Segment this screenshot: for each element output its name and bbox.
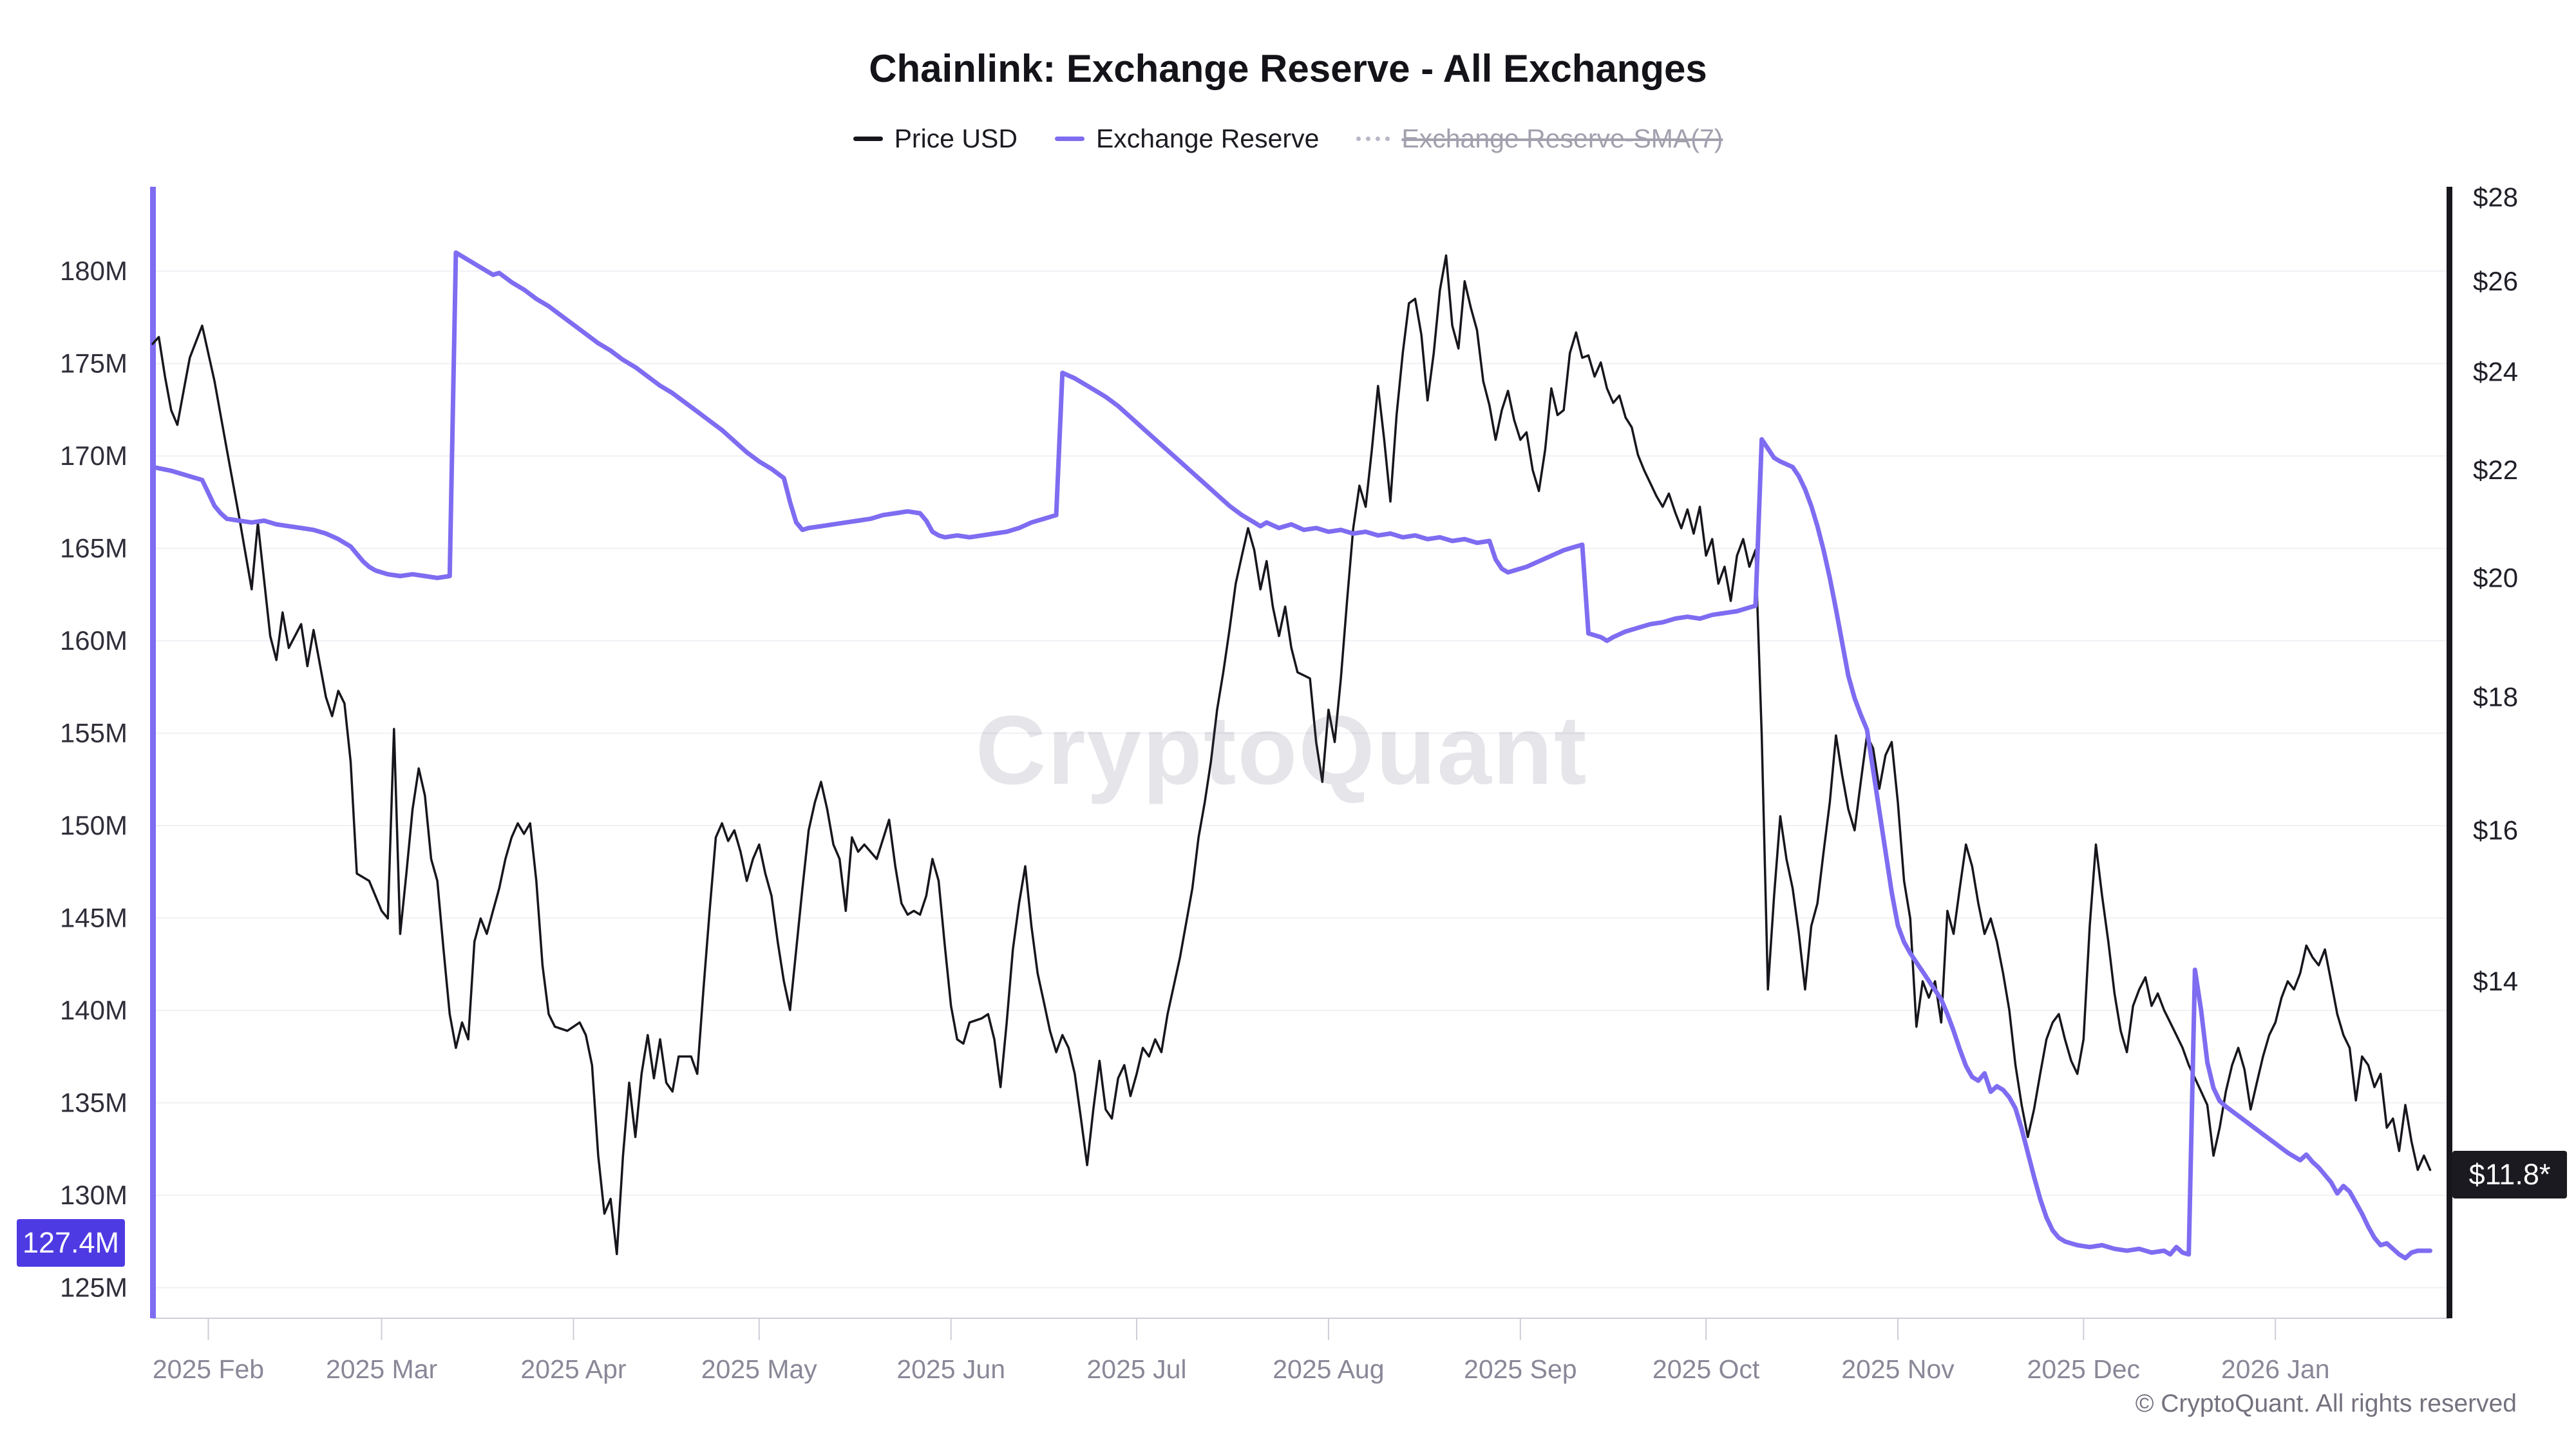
x-axis-label: 2025 Sep xyxy=(1464,1354,1577,1384)
y-right-axis-label: $22 xyxy=(2473,455,2518,485)
x-axis-label: 2025 Jun xyxy=(896,1354,1005,1384)
y-left-axis-label: 125M xyxy=(60,1273,128,1303)
exchange-reserve-line-swatch-icon xyxy=(1054,137,1084,141)
reserve-current-value-badge: 127.4M xyxy=(17,1219,125,1267)
chart-legend: Price USD Exchange Reserve Exchange Rese… xyxy=(0,124,2576,154)
y-left-axis-label: 160M xyxy=(60,625,128,656)
x-axis-label: 2025 Jul xyxy=(1086,1354,1186,1384)
series-line-price-usd[interactable] xyxy=(151,254,2432,1256)
y-left-axis-label: 165M xyxy=(60,533,128,564)
y-right-axis-label: $16 xyxy=(2473,815,2518,845)
legend-label-exchange-reserve-sma: Exchange Reserve-SMA(7) xyxy=(1401,124,1723,153)
legend-item-price-usd[interactable]: Price USD xyxy=(853,124,1018,154)
x-axis-label: 2026 Jan xyxy=(2221,1354,2330,1384)
x-axis-label: 2025 Apr xyxy=(520,1354,626,1384)
y-left-axis-label: 180M xyxy=(60,256,128,286)
x-axis-label: 2025 Dec xyxy=(2027,1354,2141,1384)
y-left-axis-label: 175M xyxy=(60,348,128,379)
x-axis-label: 2025 May xyxy=(701,1354,818,1384)
copyright-footer: © CryptoQuant. All rights reserved xyxy=(2135,1390,2517,1417)
y-left-axis-label: 150M xyxy=(60,810,128,840)
x-axis-label: 2025 Feb xyxy=(153,1354,264,1384)
y-right-axis-label: $14 xyxy=(2473,966,2518,996)
y-right-axis-label: $28 xyxy=(2473,182,2518,213)
y-right-axis-label: $24 xyxy=(2473,356,2518,386)
price-usd-line-swatch-icon xyxy=(853,137,883,141)
price-current-value-badge: $11.8* xyxy=(2452,1151,2567,1198)
chart-title: Chainlink: Exchange Reserve - All Exchan… xyxy=(869,47,1707,90)
y-left-axis-label: 155M xyxy=(60,718,128,748)
y-right-axis-label: $20 xyxy=(2473,562,2518,592)
x-axis-label: 2025 Aug xyxy=(1273,1354,1384,1384)
y-left-axis-label: 145M xyxy=(60,903,128,933)
y-left-axis-label: 135M xyxy=(60,1088,128,1118)
y-left-axis-label: 140M xyxy=(60,995,128,1025)
legend-item-exchange-reserve[interactable]: Exchange Reserve xyxy=(1054,124,1320,154)
x-axis-label: 2025 Nov xyxy=(1841,1354,1955,1384)
y-right-axis-label: $18 xyxy=(2473,682,2518,712)
y-left-axis-label: 130M xyxy=(60,1180,128,1210)
legend-item-exchange-reserve-sma[interactable]: Exchange Reserve-SMA(7) xyxy=(1356,124,1723,154)
left-axis-bar[interactable] xyxy=(150,187,156,1318)
y-right-axis-label: $26 xyxy=(2473,266,2518,296)
x-axis-label: 2025 Mar xyxy=(326,1354,437,1384)
legend-label-exchange-reserve: Exchange Reserve xyxy=(1095,124,1320,153)
right-axis-bar[interactable] xyxy=(2447,187,2452,1318)
y-left-axis-label: 170M xyxy=(60,440,128,471)
sma-dotted-swatch-icon xyxy=(1356,137,1390,141)
series-line-exchange-reserve[interactable] xyxy=(150,250,2432,1261)
legend-label-price-usd: Price USD xyxy=(894,124,1018,153)
x-axis-label: 2025 Oct xyxy=(1653,1354,1760,1384)
